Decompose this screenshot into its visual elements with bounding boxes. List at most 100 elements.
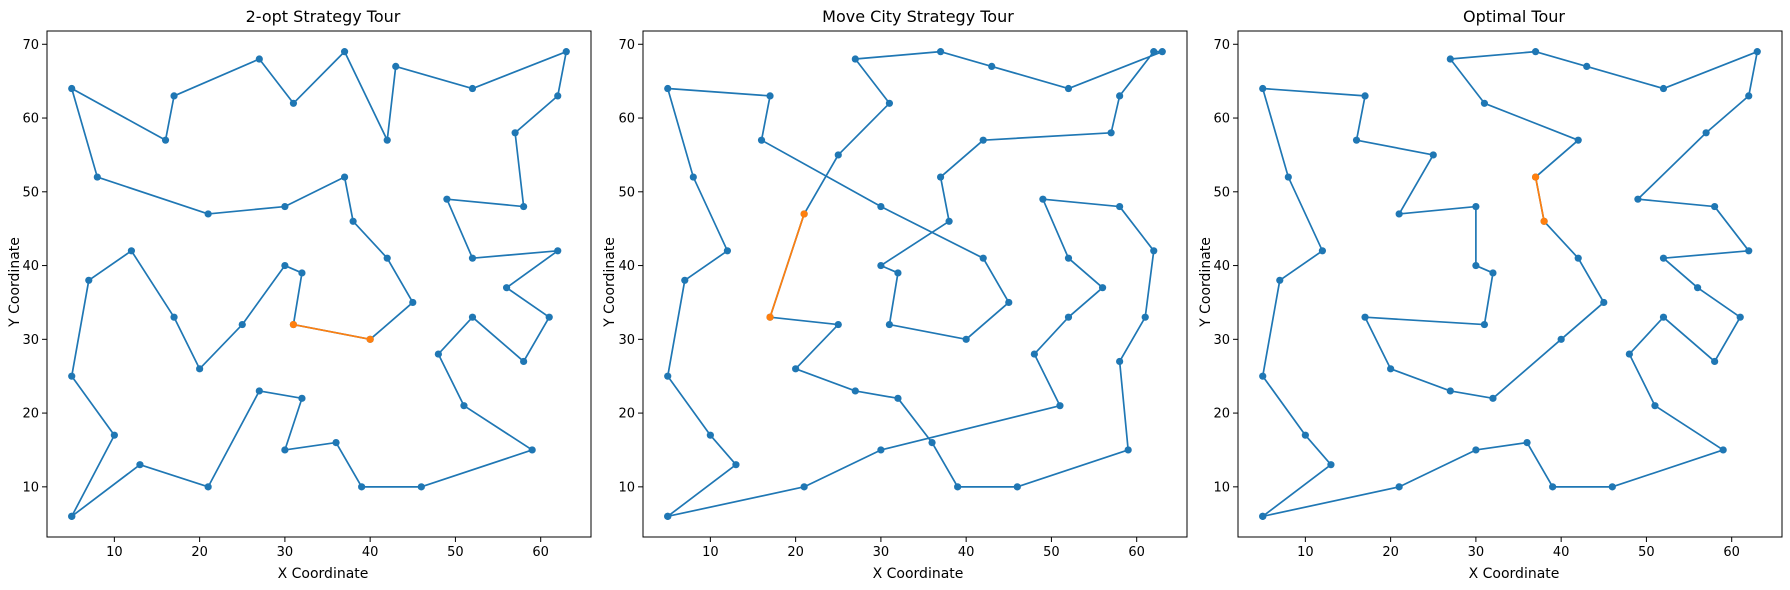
city-point: [85, 276, 93, 284]
city-point: [1480, 320, 1489, 329]
city-point: [298, 269, 306, 277]
city-point: [1745, 247, 1753, 255]
x-tick-label: 50: [447, 545, 464, 560]
city-point: [1429, 151, 1437, 159]
city-point: [954, 483, 962, 491]
city-point: [1446, 55, 1454, 63]
city-point: [127, 247, 136, 255]
city-point: [834, 151, 842, 159]
x-tick-label: 50: [1043, 545, 1060, 560]
city-point: [502, 284, 511, 292]
city-point: [877, 202, 885, 211]
city-point: [520, 202, 528, 211]
city-point: [1327, 461, 1335, 469]
city-point: [1352, 136, 1361, 144]
city-point: [238, 320, 246, 329]
city-point: [1634, 195, 1642, 203]
city-point: [877, 261, 885, 270]
x-tick-label: 20: [1382, 545, 1399, 560]
x-tick-label: 40: [1553, 545, 1570, 560]
x-axis-label: X Coordinate: [278, 566, 369, 582]
city-point: [723, 247, 732, 255]
x-tick-label: 20: [787, 545, 804, 560]
y-tick-label: 30: [22, 333, 39, 348]
city-point: [1259, 372, 1267, 380]
city-point: [1064, 84, 1073, 93]
city-point: [468, 254, 477, 262]
city-point: [298, 394, 306, 402]
city-point: [1116, 357, 1124, 366]
city-point: [1124, 446, 1132, 454]
y-tick-label: 70: [618, 38, 635, 53]
y-tick-label: 70: [22, 38, 39, 53]
y-tick-label: 50: [618, 185, 635, 200]
y-tick-label: 40: [1213, 259, 1230, 274]
city-point: [766, 92, 774, 100]
city-point: [885, 320, 894, 329]
city-point: [1659, 313, 1668, 321]
y-tick-label: 60: [618, 112, 635, 127]
city-point: [204, 483, 212, 491]
city-point: [562, 48, 570, 56]
city-point: [110, 431, 118, 439]
y-tick-label: 60: [1213, 112, 1230, 127]
city-point: [757, 136, 766, 144]
city-point: [1702, 129, 1710, 137]
city-point: [1693, 284, 1702, 292]
city-point: [979, 136, 987, 144]
x-tick-label: 60: [1723, 545, 1740, 560]
city-point: [170, 313, 178, 321]
city-point: [1056, 402, 1064, 410]
city-point: [664, 512, 672, 520]
city-point: [792, 365, 800, 373]
x-axis-label: X Coordinate: [873, 566, 964, 582]
city-point: [885, 99, 894, 107]
city-point: [468, 84, 477, 93]
city-point: [1711, 357, 1719, 366]
y-tick-label: 40: [22, 259, 39, 274]
city-point: [409, 298, 417, 307]
city-point: [1030, 350, 1038, 358]
city-point: [204, 210, 212, 218]
city-point: [894, 394, 902, 402]
city-point: [392, 62, 400, 71]
x-tick-label: 10: [1297, 545, 1314, 560]
city-point: [1472, 261, 1480, 270]
city-point: [511, 129, 519, 137]
city-point: [681, 276, 689, 284]
city-point: [1301, 431, 1309, 439]
city-point: [349, 217, 357, 225]
highlight-line: [769, 213, 805, 318]
highlight-line: [1534, 176, 1545, 222]
panel-title: Move City Strategy Tour: [822, 7, 1014, 26]
y-tick-label: 10: [1213, 480, 1230, 495]
city-point: [434, 350, 442, 358]
city-point: [170, 92, 178, 100]
city-point: [68, 512, 76, 520]
city-point: [68, 84, 76, 93]
city-point: [1736, 313, 1744, 321]
highlight-point: [366, 335, 374, 343]
city-point: [1107, 129, 1115, 137]
city-point: [68, 372, 76, 380]
x-tick-label: 40: [958, 545, 975, 560]
y-axis-label: Y Coordinate: [1198, 237, 1214, 328]
city-point: [468, 313, 477, 321]
city-point: [979, 254, 987, 262]
city-point: [1116, 92, 1124, 100]
city-point: [689, 173, 697, 181]
tour-line: [1261, 50, 1759, 518]
y-tick-label: 20: [1213, 407, 1230, 422]
city-point: [1574, 254, 1582, 262]
city-point: [1489, 394, 1497, 402]
x-tick-label: 10: [106, 545, 123, 560]
city-point: [161, 136, 170, 144]
city-point: [281, 261, 289, 270]
city-point: [1141, 313, 1149, 321]
city-point: [1116, 202, 1124, 211]
city-point: [1549, 483, 1557, 491]
city-point: [528, 446, 536, 454]
city-point: [1276, 276, 1284, 284]
city-point: [554, 247, 562, 255]
